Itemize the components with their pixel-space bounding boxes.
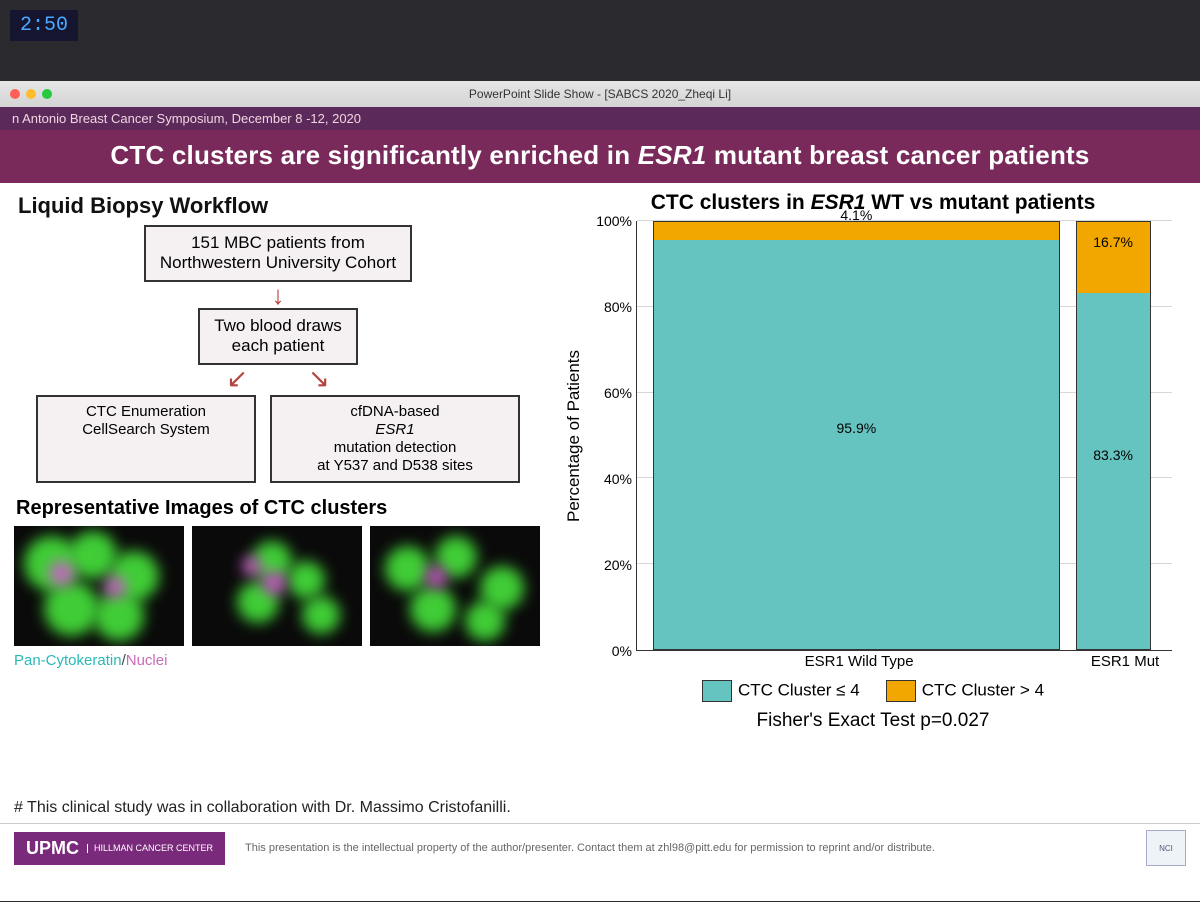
ytick: 80% — [604, 299, 632, 315]
ytick: 0% — [612, 643, 632, 659]
swatch-high-icon — [886, 680, 916, 702]
chart-title: CTC clusters in ESR1 WT vs mutant patien… — [560, 191, 1186, 215]
footer-disclaimer: This presentation is the intellectual pr… — [245, 842, 1126, 854]
legend-item-low: CTC Cluster ≤ 4 — [702, 680, 860, 702]
image-caption: Pan-Cytokeratin/Nuclei — [14, 652, 542, 669]
bar-seg-high — [654, 222, 1059, 240]
bar-seg-low — [1077, 293, 1150, 649]
ytick: 100% — [596, 213, 632, 229]
micrograph-3 — [370, 526, 540, 646]
chart-ylabel: Percentage of Patients — [560, 221, 588, 651]
upmc-logo: UPMC HILLMAN CANCER CENTER — [14, 832, 225, 865]
cell-blob-icon — [104, 576, 126, 598]
right-panel: CTC clusters in ESR1 WT vs mutant patien… — [560, 183, 1200, 793]
window-titlebar: PowerPoint Slide Show - [SABCS 2020_Zheq… — [0, 81, 1200, 107]
cell-blob-icon — [242, 556, 262, 576]
rep-images-row — [14, 526, 542, 646]
chart-yaxis: 0%20%40%60%80%100% — [588, 221, 636, 651]
cell-blob-icon — [385, 546, 430, 591]
stacked-bar: 83.3% 16.7% — [1076, 221, 1151, 650]
flow-box-cohort: 151 MBC patients from Northwestern Unive… — [144, 225, 412, 282]
caption-nuclei: Nuclei — [126, 652, 168, 669]
nci-badge: NCI — [1146, 830, 1186, 866]
flow-box-cfdna-l1: cfDNA-based ESR1 — [286, 403, 504, 439]
slide-content: Liquid Biopsy Workflow 151 MBC patients … — [0, 183, 1200, 793]
slide-title-pre: CTC clusters are significantly enriched … — [110, 140, 637, 170]
flow-box-draws: Two blood draws each patient — [198, 308, 358, 365]
caption-pan: Pan-Cytokeratin — [14, 652, 122, 669]
swatch-low-icon — [702, 680, 732, 702]
flow-box-cellsearch-l2: CellSearch System — [52, 421, 240, 439]
app-window: PowerPoint Slide Show - [SABCS 2020_Zheq… — [0, 81, 1200, 901]
upmc-logo-sub: HILLMAN CANCER CENTER — [87, 844, 213, 853]
flow-box-cfdna: cfDNA-based ESR1 mutation detection at Y… — [270, 395, 520, 483]
cell-blob-icon — [410, 586, 456, 632]
cell-blob-icon — [465, 601, 505, 641]
cell-blob-icon — [94, 591, 144, 641]
flowchart: 151 MBC patients from Northwestern Unive… — [14, 225, 542, 483]
conference-line: n Antonio Breast Cancer Symposium, Decem… — [0, 107, 1200, 130]
window-title: PowerPoint Slide Show - [SABCS 2020_Zheq… — [0, 87, 1200, 101]
stacked-bar: 95.9%4.1% — [653, 221, 1060, 650]
cell-blob-icon — [287, 561, 325, 599]
flow-box-cfdna-l3: at Y537 and D538 sites — [286, 457, 504, 475]
micrograph-1 — [14, 526, 184, 646]
flow-box-draws-l1: Two blood draws — [214, 316, 342, 336]
cell-blob-icon — [44, 581, 99, 636]
arrow-split-icon: ↙↘ — [226, 369, 330, 387]
flow-box-cfdna-l2: mutation detection — [286, 439, 504, 457]
bar-label-high: 16.7% — [1093, 234, 1133, 250]
legend-low-label: CTC Cluster ≤ 4 — [738, 680, 860, 699]
rep-images-heading: Representative Images of CTC clusters — [16, 497, 542, 520]
legend-high-label: CTC Cluster > 4 — [922, 680, 1044, 699]
xlabel: ESR1 Wild Type — [649, 653, 1070, 670]
screen-timestamp: 2:50 — [10, 10, 78, 41]
bar-seg-low — [654, 240, 1059, 649]
flow-box-cellsearch: CTC Enumeration CellSearch System — [36, 395, 256, 483]
flow-box-cellsearch-l1: CTC Enumeration — [52, 403, 240, 421]
arrow-down-icon: ↓ — [272, 286, 285, 304]
collab-note: # This clinical study was in collaborati… — [0, 793, 1200, 823]
chart-title-post: WT vs mutant patients — [865, 191, 1095, 214]
flow-box-cohort-l2: Northwestern University Cohort — [160, 253, 396, 273]
slide-footer: UPMC HILLMAN CANCER CENTER This presenta… — [0, 823, 1200, 872]
fisher-test: Fisher's Exact Test p=0.027 — [560, 710, 1186, 732]
bar-label-low: 95.9% — [836, 420, 876, 436]
xlabel: ESR1 Mut — [1086, 653, 1164, 670]
workflow-heading: Liquid Biopsy Workflow — [14, 191, 542, 225]
left-panel: Liquid Biopsy Workflow 151 MBC patients … — [0, 183, 560, 793]
slide: n Antonio Breast Cancer Symposium, Decem… — [0, 107, 1200, 897]
chart-legend: CTC Cluster ≤ 4 CTC Cluster > 4 — [560, 680, 1186, 702]
micrograph-2 — [192, 526, 362, 646]
slide-title-ital: ESR1 — [638, 140, 707, 170]
chart: Percentage of Patients 0%20%40%60%80%100… — [560, 221, 1186, 651]
upmc-logo-text: UPMC — [26, 838, 79, 859]
slide-title: CTC clusters are significantly enriched … — [0, 130, 1200, 183]
chart-title-pre: CTC clusters in — [651, 191, 811, 214]
ytick: 20% — [604, 557, 632, 573]
bar-label-high: 4.1% — [840, 207, 872, 223]
cell-blob-icon — [425, 566, 447, 588]
cell-blob-icon — [302, 596, 340, 634]
legend-item-high: CTC Cluster > 4 — [886, 680, 1044, 702]
ytick: 40% — [604, 471, 632, 487]
flow-box-cohort-l1: 151 MBC patients from — [160, 233, 396, 253]
chart-xlabels: ESR1 Wild Type ESR1 Mut — [632, 653, 1186, 670]
flow-row-2: CTC Enumeration CellSearch System cfDNA-… — [36, 395, 520, 483]
chart-plot-area: 95.9%4.1% 83.3% 16.7% — [636, 221, 1172, 651]
cell-blob-icon — [262, 571, 286, 595]
ytick: 60% — [604, 385, 632, 401]
bar-label-low: 83.3% — [1093, 447, 1133, 463]
flow-box-draws-l2: each patient — [214, 336, 342, 356]
slide-title-post: mutant breast cancer patients — [706, 140, 1089, 170]
cell-blob-icon — [49, 561, 74, 586]
